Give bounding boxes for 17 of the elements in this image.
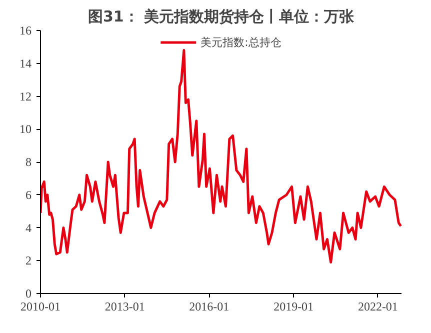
x-tick-label: 2016-01 — [189, 300, 230, 314]
x-tick-label: 2013-01 — [104, 300, 145, 314]
y-tick-label: 4 — [26, 220, 32, 235]
y-tick-label: 0 — [26, 286, 32, 300]
y-tick-label: 2 — [26, 254, 32, 268]
line-series — [40, 48, 402, 264]
y-tick-label: 6 — [26, 188, 32, 202]
y-tick-label: 8 — [26, 155, 32, 169]
legend-label: 美元指数:总持仓 — [200, 34, 282, 50]
x-tick-label: 2019-01 — [274, 300, 314, 314]
x-tick-label: 2010-01 — [20, 300, 60, 314]
y-tick-label: 12 — [20, 89, 32, 104]
y-tick-label: 10 — [20, 122, 32, 136]
chart-title: 图31： 美元指数期货持仓丨单位：万张 — [88, 8, 356, 26]
x-tick-label: 2022-01 — [358, 300, 398, 314]
y-tick-label: 16 — [20, 24, 32, 38]
y-tick-label: 14 — [20, 56, 32, 70]
